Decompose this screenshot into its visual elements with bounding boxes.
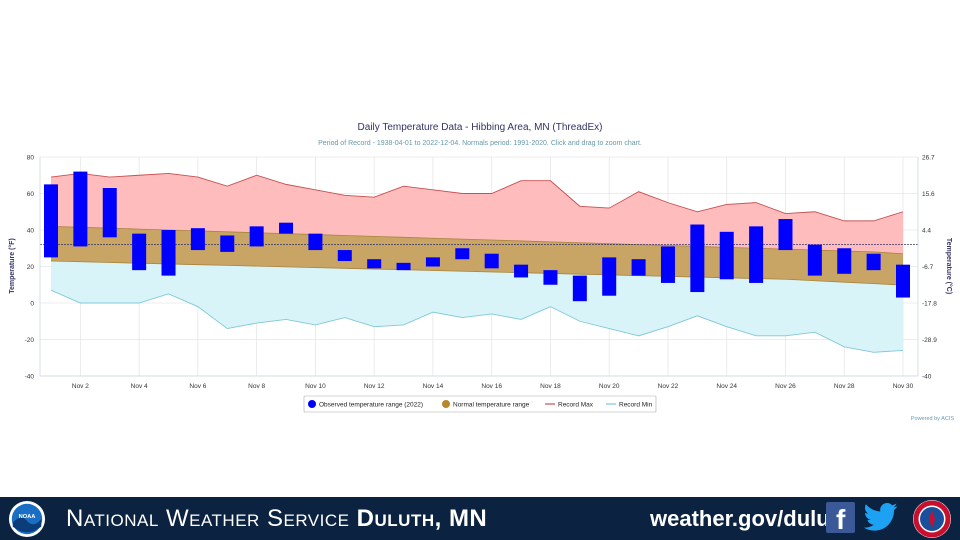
observed-range-bar [220,235,235,252]
office-url[interactable]: weather.gov/duluth [650,506,851,531]
observed-range-bar [631,259,646,276]
observed-range-bar [396,262,411,271]
chart-subtitle: Period of Record - 1938-04-01 to 2022-12… [318,140,642,147]
chart-legend: Observed temperature range (2022) Normal… [303,395,657,413]
y-tick-label-right: -6.7 [922,264,934,271]
x-tick-label: Nov 16 [481,383,502,390]
y-tick-label-right: 26.7 [922,155,935,162]
temperature-chart[interactable]: Daily Temperature Data - Hibbing Area, M… [0,0,960,497]
x-tick-label: Nov 14 [423,383,444,390]
y-tick-label-right: -40 [922,374,932,381]
legend-box [303,395,657,413]
legend-label-record-min: Record Min [619,402,653,409]
observed-range-bar [249,226,264,247]
observed-range-bar [660,246,675,283]
observed-range-bar [44,184,58,258]
x-tick-label: Nov 18 [540,383,561,390]
y-axis-title-left: Temperature (°F) [8,238,16,294]
legend-item-normal[interactable]: Normal temperature range [442,400,530,409]
y-tick-label-left: 0 [30,301,34,308]
observed-range-bar [367,259,382,269]
record-min-band [51,261,903,353]
y-tick-label-right: 4.4 [922,228,931,235]
chart-title: Daily Temperature Data - Hibbing Area, M… [358,122,603,133]
x-tick-label: Nov 24 [716,383,737,390]
observed-range-bar [337,250,352,262]
observed-range-bar [749,226,764,283]
x-tick-label: Nov 20 [599,383,620,390]
x-tick-label: Nov 8 [248,383,265,390]
observed-range-bar [161,230,176,276]
observed-range-bar [572,275,587,302]
x-tick-label: Nov 26 [775,383,796,390]
y-tick-label-left: 60 [27,191,35,198]
facebook-icon[interactable]: f [826,502,855,535]
y-tick-label-left: 20 [27,264,35,271]
observed-range-bar [484,253,499,269]
observed-range-bar [308,233,323,251]
x-tick-label: Nov 30 [893,383,914,390]
x-tick-label: Nov 4 [131,383,148,390]
x-tick-label: Nov 22 [658,383,679,390]
observed-range-bar [602,257,617,296]
y-tick-label-left: 80 [27,155,35,162]
plot-area: 80 60 40 20 0 -20 -40 26.7 15.6 4.4 -6.7 -17.8 -28.9… [25,155,938,391]
legend-label-normal: Normal temperature range [453,402,530,409]
office-name: Duluth, MN [356,505,488,532]
record-max-line [50,172,904,222]
y-tick-label-right: -17.8 [922,301,937,308]
legend-item-observed[interactable]: Observed temperature range (2022) [308,400,423,409]
observed-range-bar [455,248,470,260]
agency-name: National Weather Service [66,505,350,532]
observed-range-bar [896,264,910,298]
y-tick-label-right: 15.6 [922,191,935,198]
observed-range-bar [102,188,117,238]
observed-range-bar [425,257,440,267]
observed-range-bar [866,253,881,271]
nws-logo [913,500,951,538]
legend-label-observed: Observed temperature range (2022) [319,402,423,409]
y-tick-label-left: 40 [27,228,35,235]
x-tick-label: Nov 12 [364,383,385,390]
y-axis-title-right: Temperature (°C) [945,238,953,294]
observed-range-bar [279,222,294,234]
noaa-logo: NOAA [8,500,46,538]
normal-band [51,226,903,286]
observed-range-bar [719,231,734,280]
y-tick-label-left: -40 [25,374,35,381]
observed-range-bar [73,171,88,247]
x-tick-label: Nov 6 [189,383,206,390]
legend-marker-normal [442,400,450,408]
record-min-line [50,289,904,353]
y-tick-label-left: -20 [25,337,35,344]
x-tick-label: Nov 2 [72,383,89,390]
footer-banner: NOAA National Weather Service Duluth, MN… [0,497,960,540]
observed-range-bar [690,224,705,293]
observed-range-bar [778,219,793,251]
legend-label-record-max: Record Max [558,402,594,409]
twitter-icon[interactable] [864,502,898,532]
observed-range-bar [190,228,205,251]
x-tick-label: Nov 10 [305,383,326,390]
observed-range-bar [543,270,558,285]
y-tick-label-right: -28.9 [922,337,937,344]
observed-range-bar [514,264,529,278]
x-tick-label: Nov 28 [834,383,855,390]
legend-item-record-min[interactable]: Record Min [606,402,653,409]
legend-marker-observed [308,400,316,408]
noaa-logo-text: NOAA [19,514,36,520]
nws-office-title: National Weather Service Duluth, MN [66,505,487,533]
chart-credit[interactable]: Powered by ACIS [911,416,954,422]
observed-range-bar [837,248,852,274]
record-max-band [51,173,903,254]
observed-range-bar [132,233,147,271]
observed-range-bar [807,244,822,276]
legend-item-record-max[interactable]: Record Max [545,402,594,409]
